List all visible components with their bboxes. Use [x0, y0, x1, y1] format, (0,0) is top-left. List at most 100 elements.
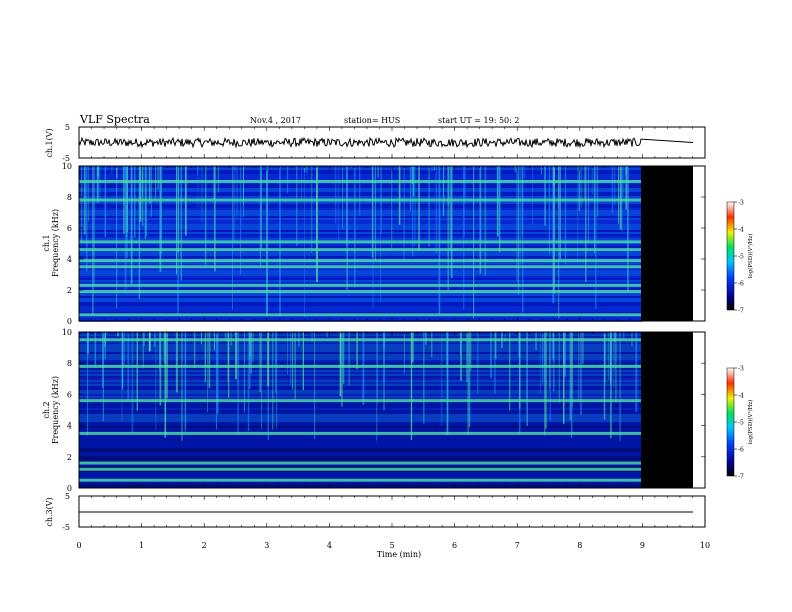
- sferic-streak: [625, 166, 627, 175]
- sferic-streak: [376, 332, 378, 441]
- sferic-streak: [204, 166, 207, 266]
- sferic-streak: [85, 166, 88, 272]
- sferic-streak: [348, 332, 350, 386]
- ch2-channel-label: ch.2: [42, 401, 51, 418]
- colorbar-tick-label: -4: [738, 227, 744, 234]
- sferic-streak: [296, 166, 298, 246]
- ch2-frequency-tick-labels: 0 2 4 6 8 10: [62, 328, 72, 493]
- frequency-band: [79, 259, 643, 263]
- frequency-band: [79, 240, 643, 244]
- spectrogram-row: [79, 422, 643, 424]
- spectrogram-row: [79, 378, 643, 380]
- spectrogram-row: [79, 426, 643, 428]
- colorbar-tick-label: -6: [738, 281, 744, 288]
- frequency-tick-label: 2: [67, 286, 72, 295]
- colorbar-tick-label: -7: [738, 308, 744, 315]
- sferic-streak: [543, 332, 545, 382]
- spectrogram-row: [79, 460, 643, 462]
- sferic-streak: [213, 166, 216, 272]
- spectrogram-row: [79, 370, 643, 372]
- spectrogram-row: [79, 170, 643, 172]
- sferic-streak: [610, 332, 612, 439]
- sferic-streak: [234, 166, 237, 172]
- sferic-streak: [431, 166, 433, 172]
- sferic-streak: [564, 166, 567, 265]
- spectrogram-row: [79, 190, 643, 192]
- sferic-streak: [96, 166, 99, 203]
- sferic-streak: [411, 332, 414, 363]
- time-tick-label: 2: [202, 541, 207, 550]
- sferic-streak: [553, 332, 555, 362]
- sferic-streak: [411, 166, 413, 185]
- sferic-streak: [526, 332, 529, 426]
- sferic-streak: [410, 332, 413, 440]
- colorbar-tick-label: -5: [738, 420, 744, 427]
- sferic-streak: [193, 332, 196, 369]
- spectrogram-row: [79, 224, 643, 226]
- sferic-streak: [216, 332, 219, 414]
- sferic-streak: [235, 332, 238, 380]
- sferic-streak: [614, 332, 617, 343]
- frequency-band: [79, 478, 643, 482]
- sferic-streak: [546, 332, 548, 337]
- sferic-streak: [479, 166, 482, 274]
- sferic-streak: [585, 166, 587, 283]
- sferic-streak: [463, 166, 466, 204]
- sferic-streak: [208, 332, 211, 389]
- spectrogram-row: [79, 360, 643, 362]
- ch3-waveform-panel: 5 -5 ch.3(V): [45, 492, 706, 532]
- sferic-streak: [267, 332, 270, 387]
- sferic-streak: [371, 166, 374, 259]
- spectrogram-row: [79, 434, 643, 436]
- spectrogram-row: [79, 288, 643, 290]
- ch1-waveform-panel: 5 -5 ch.1(V): [45, 123, 706, 163]
- sferic-streak: [362, 332, 365, 405]
- colorbar-tick-label: -3: [738, 366, 744, 373]
- sferic-streak: [522, 166, 524, 313]
- ch3-waveform-ticks: [78, 496, 706, 527]
- frequency-band: [79, 290, 643, 294]
- spectrogram-row: [79, 376, 643, 378]
- sferic-streak: [372, 166, 374, 309]
- spectrogram-row: [79, 184, 643, 186]
- spectrogram-row: [79, 472, 643, 474]
- station-label: station= HUS: [344, 116, 400, 125]
- sferic-streak: [409, 166, 412, 212]
- sferic-streak: [484, 166, 487, 276]
- spectrogram-row: [79, 482, 643, 484]
- frequency-tick-label: 10: [62, 162, 72, 171]
- sferic-streak: [164, 332, 167, 438]
- ch1-no-data-region: [641, 166, 693, 321]
- sferic-streak: [382, 332, 385, 352]
- spectrogram-row: [79, 390, 643, 392]
- ch1-spectrogram-image: [79, 166, 643, 322]
- sferic-streak: [243, 166, 245, 218]
- spectrogram-row: [79, 358, 643, 360]
- spectrogram-row: [79, 402, 643, 404]
- sferic-streak: [539, 332, 541, 394]
- sferic-streak: [217, 166, 220, 193]
- sferic-streak: [81, 166, 83, 242]
- sferic-streak: [514, 166, 517, 173]
- sferic-streak: [431, 332, 433, 358]
- spectrogram-row: [79, 226, 643, 228]
- figure-title: VLF Spectra: [79, 113, 150, 126]
- sferic-streak: [467, 332, 469, 435]
- spectrogram-row: [79, 312, 643, 314]
- time-tick-label: 1: [139, 541, 144, 550]
- sferic-streak: [625, 166, 628, 210]
- frequency-tick-label: 2: [67, 453, 72, 462]
- sferic-streak: [342, 332, 345, 384]
- sferic-streak: [249, 332, 252, 357]
- colorbar-tick-label: -6: [738, 447, 744, 454]
- sferic-streak: [587, 166, 589, 243]
- ch3-waveform-ylabel: ch.3(V): [45, 497, 54, 526]
- sferic-streak: [548, 166, 550, 254]
- spectrogram-row: [79, 446, 643, 448]
- spectrogram-row: [79, 346, 643, 348]
- ch2-no-data-region: [641, 332, 693, 488]
- sferic-streak: [139, 166, 142, 222]
- sferic-streak: [126, 166, 128, 259]
- sferic-streak: [155, 332, 157, 431]
- sferic-streak: [301, 166, 303, 201]
